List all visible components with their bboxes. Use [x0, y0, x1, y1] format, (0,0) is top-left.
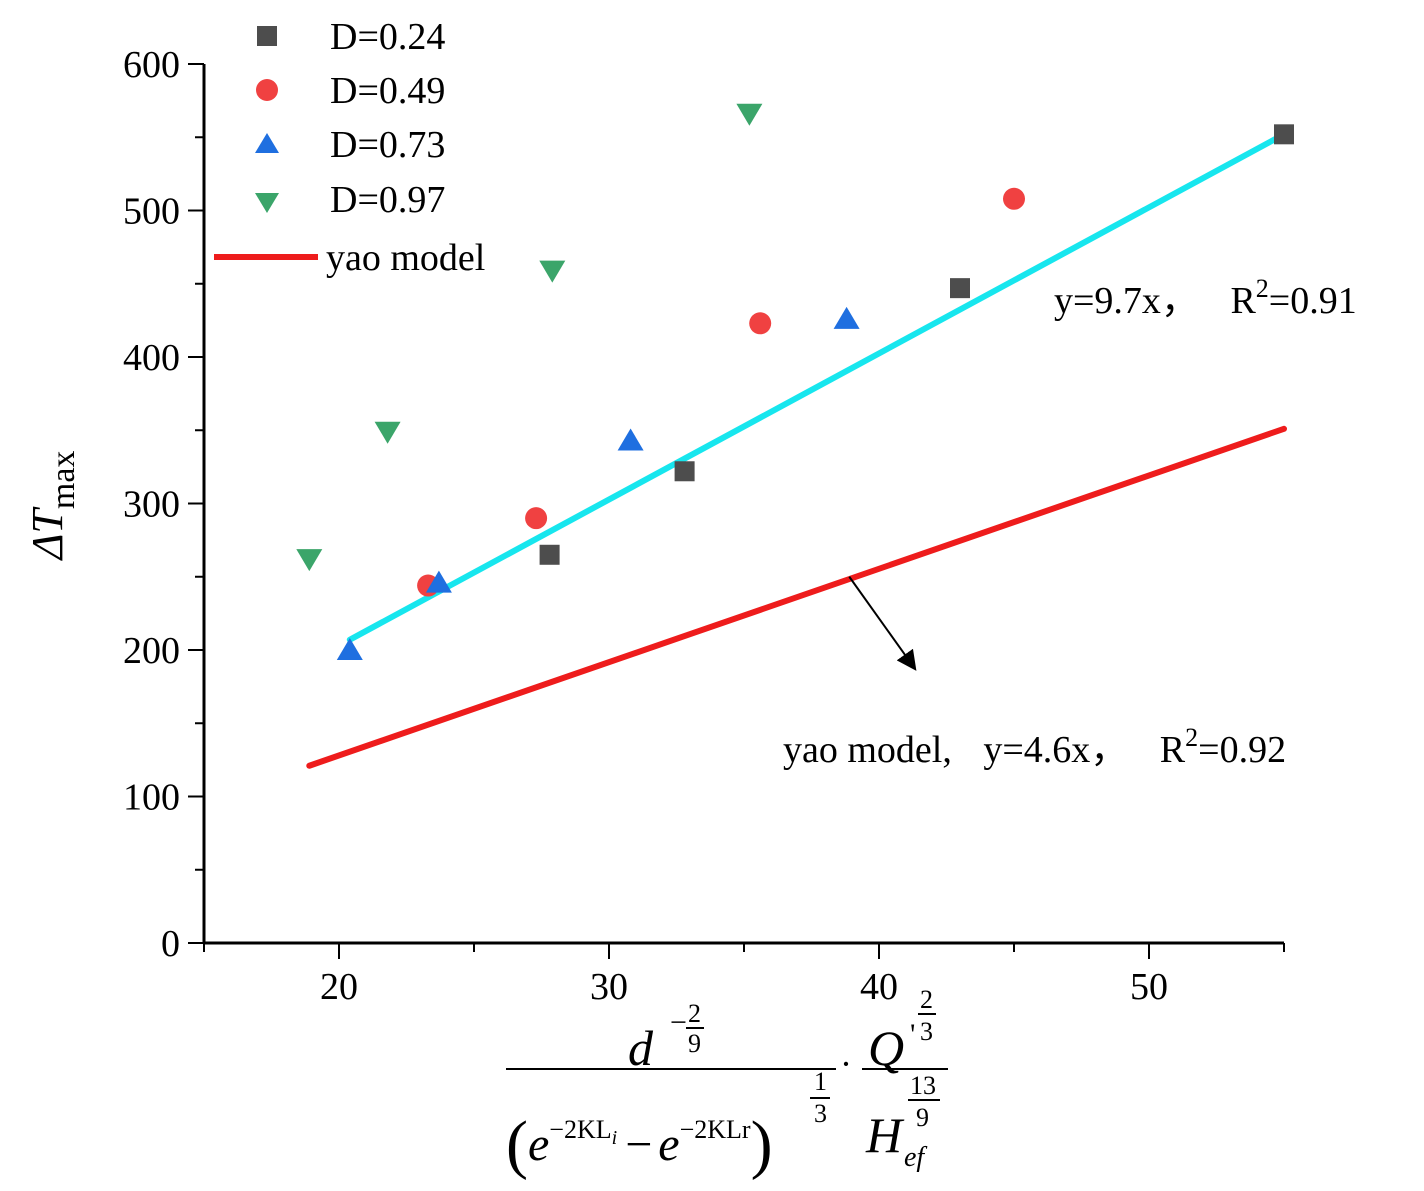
point-d049	[749, 312, 772, 335]
point-d073	[425, 570, 452, 593]
x-tick-label: 40	[860, 966, 898, 1008]
fit-lines	[306, 131, 1287, 769]
legend-label-d049: D=0.49	[330, 70, 445, 112]
point-d049	[525, 507, 548, 530]
y-tick-label: 0	[161, 923, 180, 965]
point-d097	[539, 260, 566, 283]
x-label-h: H	[865, 1107, 905, 1163]
y-tick-label: 100	[123, 777, 180, 819]
x-label-h-sub: ef	[904, 1142, 927, 1173]
x-label-paren-exp-num: 1	[814, 1067, 827, 1096]
point-d024	[950, 278, 970, 299]
point-d024	[539, 544, 560, 565]
x-label-q-prime: '	[910, 1018, 915, 1051]
x-label-dot: ·	[840, 1044, 852, 1084]
x-label-h-exp-den: 9	[916, 1103, 929, 1132]
point-d073	[336, 638, 363, 660]
x-ticks: 20 30 40 50	[203, 943, 1285, 1008]
x-tick-label: 50	[1130, 966, 1168, 1008]
y-label-sub: max	[45, 451, 82, 510]
x-label-h-exp-num: 13	[910, 1071, 936, 1100]
legend-label-d097: D=0.97	[330, 179, 445, 221]
legend-marker-d097	[255, 193, 279, 213]
y-axis-label: ΔTmax	[23, 451, 82, 562]
y-tick-label: 200	[123, 630, 180, 672]
fit-line	[346, 131, 1287, 643]
point-d073	[617, 428, 644, 451]
point-d049	[1003, 187, 1025, 210]
legend-label-d073: D=0.73	[330, 124, 445, 166]
legend-marker-d073	[255, 133, 279, 153]
point-d097	[374, 421, 401, 444]
svg-text:ΔTmax: ΔTmax	[23, 451, 82, 562]
x-label-q: Q	[868, 1020, 904, 1076]
legend-marker-d049	[256, 79, 278, 101]
yao-equation: yao model, y=4.6x， R2=0.92	[783, 723, 1286, 771]
x-label-q-exp-num: 2	[920, 985, 933, 1014]
x-tick-label: 30	[590, 966, 628, 1008]
point-d097	[736, 103, 763, 126]
legend: D=0.24 D=0.49 D=0.73 D=0.97 yao model	[214, 16, 485, 279]
x-axis-label: d − 2 9 (e−2KLi − e−2KLr) 1 3 · Q ' 2 3 H …	[506, 985, 948, 1181]
x-label-paren-open: (	[506, 1108, 528, 1181]
point-d097	[296, 549, 323, 572]
y-ticks: 0 100 200 300 400 500 600	[123, 44, 204, 965]
x-label-d: d	[628, 1020, 654, 1076]
yao-annotation: yao model, y=4.6x， R2=0.92	[783, 723, 1286, 771]
x-label-d-minus: −	[670, 1006, 687, 1039]
x-label-denominator: (e−2KLi − e−2KLr)	[506, 1108, 773, 1181]
annotation-arrow	[848, 576, 917, 671]
x-label-d-exp-den: 9	[688, 1029, 701, 1058]
y-label-main: ΔT	[23, 506, 72, 562]
y-tick-label: 500	[123, 191, 180, 233]
y-tick-label: 300	[123, 484, 180, 526]
x-label-paren-exp-den: 3	[814, 1099, 827, 1128]
point-d024	[674, 461, 695, 482]
y-tick-label: 400	[123, 337, 180, 379]
legend-label-d024: D=0.24	[330, 16, 445, 58]
point-d024	[1274, 124, 1294, 145]
x-label-d-exp-num: 2	[688, 999, 701, 1028]
y-tick-label: 600	[123, 44, 180, 86]
fit-equation: y=9.7x， R2=0.91	[1054, 274, 1357, 322]
x-label-paren-close: )	[751, 1108, 773, 1181]
legend-label-yao: yao model	[326, 237, 485, 279]
data-points	[296, 103, 1294, 660]
x-tick-label: 20	[320, 966, 358, 1008]
x-label-q-exp-den: 3	[920, 1017, 933, 1046]
fit-annotation: y=9.7x， R2=0.91	[1054, 274, 1357, 322]
yao-model-line	[306, 425, 1287, 769]
point-d073	[833, 306, 860, 329]
legend-marker-d024	[257, 26, 277, 46]
